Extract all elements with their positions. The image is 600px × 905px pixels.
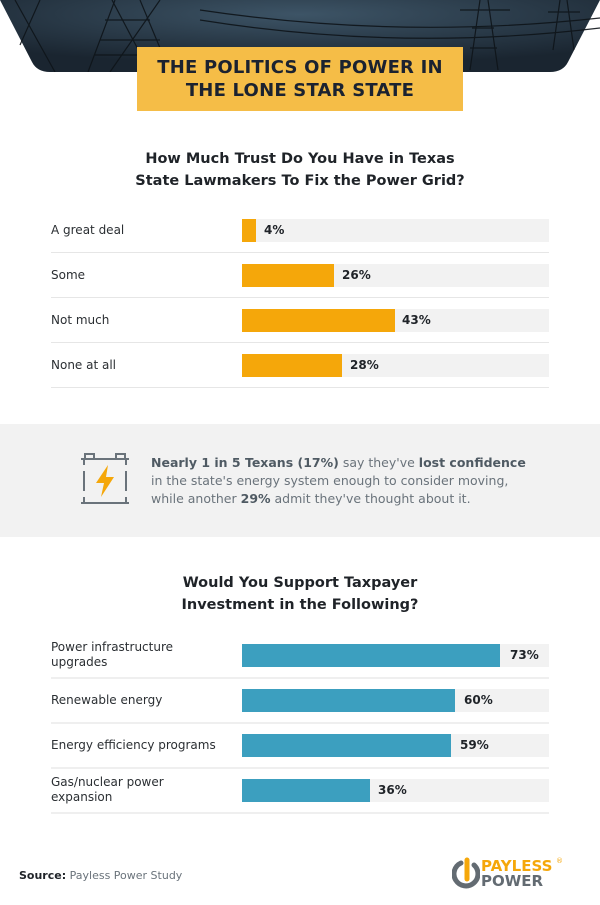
bar-track: 28% — [242, 354, 549, 377]
trust-chart-title-line1: How Much Trust Do You Have in Texas — [145, 151, 455, 167]
bar-track: 4% — [242, 219, 549, 242]
investment-row-gas-nuclear: Gas/nuclear power expansion 36% — [51, 775, 549, 804]
bar-track: 59% — [242, 734, 549, 757]
investment-row-infrastructure: Power infrastructure upgrades 73% — [51, 640, 549, 669]
logo-line1: PAYLESS — [481, 857, 553, 875]
page-title-line1: THE POLITICS OF POWER IN — [157, 57, 443, 78]
page-title: THE POLITICS OF POWER IN THE LONE STAR S… — [137, 47, 463, 111]
row-label-line: upgrades — [51, 655, 108, 669]
source-note: Source: Payless Power Study — [19, 869, 182, 882]
bar-value: 59% — [460, 738, 489, 752]
row-label: Not much — [51, 313, 110, 327]
row-label-line: expansion — [51, 790, 113, 804]
row-label: Energy efficiency programs — [51, 738, 216, 752]
row-label-line: Power infrastructure — [51, 640, 174, 654]
bar-value: 36% — [378, 783, 407, 797]
logo-wordmark: PAYLESS POWER — [481, 859, 552, 889]
bar-fill — [242, 734, 451, 757]
divider — [51, 297, 549, 298]
trust-row-none-at-all: None at all 28% — [51, 354, 549, 377]
bar-fill — [242, 779, 370, 802]
bar-value: 4% — [264, 223, 285, 237]
bar-track: 60% — [242, 689, 549, 712]
row-label: A great deal — [51, 223, 125, 237]
divider — [51, 722, 549, 724]
bar-value: 73% — [510, 648, 539, 662]
investment-chart-title-line1: Would You Support Taxpayer — [182, 575, 418, 591]
divider — [51, 252, 549, 253]
investment-chart-title-line2: Investment in the Following? — [181, 597, 419, 613]
divider — [51, 677, 549, 679]
bar-value: 28% — [350, 358, 379, 372]
bar-track: 36% — [242, 779, 549, 802]
bar-fill — [242, 264, 334, 287]
investment-chart-title: Would You Support Taxpayer Investment in… — [0, 572, 600, 616]
bar-fill — [242, 689, 455, 712]
registered-mark: ® — [556, 857, 563, 865]
row-label-line: Gas/nuclear power — [51, 775, 164, 789]
stat-callout: Nearly 1 in 5 Texans (17%) say they've l… — [0, 424, 600, 537]
bar-track: 43% — [242, 309, 549, 332]
divider — [51, 342, 549, 343]
trust-chart-title-line2: State Lawmakers To Fix the Power Grid? — [135, 173, 465, 189]
trust-chart-title: How Much Trust Do You Have in Texas Stat… — [0, 148, 600, 192]
bar-track: 26% — [242, 264, 549, 287]
investment-row-efficiency: Energy efficiency programs 59% — [51, 734, 549, 757]
divider — [51, 767, 549, 769]
row-label: None at all — [51, 358, 117, 372]
source-label: Source: — [19, 869, 67, 882]
divider — [51, 812, 549, 814]
bar-value: 26% — [342, 268, 371, 282]
callout-highlight: 29% — [240, 491, 271, 506]
battery-lightning-icon — [81, 453, 129, 504]
callout-text-part: in the state's energy system enough to c… — [151, 473, 509, 506]
bar-fill — [242, 354, 342, 377]
row-label: Power infrastructure upgrades — [51, 640, 173, 670]
trust-row-not-much: Not much 43% — [51, 309, 549, 332]
callout-text-part: admit they've thought about it. — [270, 491, 471, 506]
source-value: Payless Power Study — [66, 869, 183, 882]
callout-highlight: lost confidence — [418, 455, 526, 470]
bar-value: 43% — [402, 313, 431, 327]
callout-text: Nearly 1 in 5 Texans (17%) say they've l… — [151, 454, 541, 508]
bar-fill — [242, 644, 500, 667]
bar-fill — [242, 219, 256, 242]
callout-highlight: Nearly 1 in 5 Texans (17%) — [151, 455, 339, 470]
trust-row-great-deal: A great deal 4% — [51, 219, 549, 242]
investment-row-renewable: Renewable energy 60% — [51, 689, 549, 712]
power-symbol-icon — [452, 857, 480, 889]
logo-line2: POWER — [481, 872, 544, 890]
bar-track: 73% — [242, 644, 549, 667]
bar-fill — [242, 309, 395, 332]
row-label: Gas/nuclear power expansion — [51, 775, 164, 805]
trust-row-some: Some 26% — [51, 264, 549, 287]
callout-text-part: say they've — [338, 455, 419, 470]
row-label: Some — [51, 268, 86, 282]
row-label: Renewable energy — [51, 693, 163, 707]
divider — [51, 387, 549, 388]
payless-power-logo: PAYLESS POWER ® — [452, 857, 592, 893]
bar-value: 60% — [464, 693, 493, 707]
page-title-line2: THE LONE STAR STATE — [185, 80, 415, 101]
